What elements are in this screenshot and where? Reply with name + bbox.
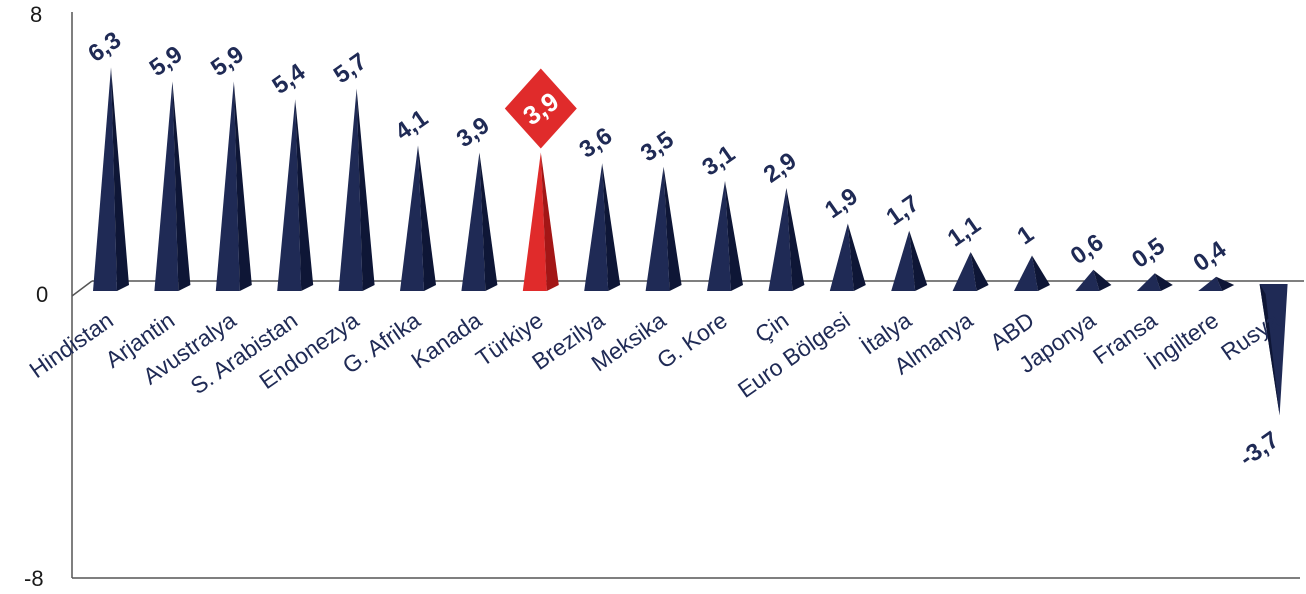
bar-side [479,152,498,291]
bar [93,67,117,291]
bar-side [1093,269,1112,291]
category-label: Hindistan [24,307,117,383]
bar-side [1216,276,1235,291]
bar-side [356,88,375,292]
bar [952,251,977,291]
value-label: 4,1 [390,105,433,146]
bar [338,88,363,292]
value-label: 5,9 [206,41,249,82]
value-label: 1,1 [943,211,986,252]
bar-side [847,223,866,291]
value-label: 1,9 [820,183,863,224]
value-label: 0,6 [1066,229,1109,270]
y-tick-label: 0 [36,282,48,307]
category-label: Euro Bölgesi [733,307,855,403]
bar [461,152,486,291]
category-label: G. Kore [652,307,732,374]
bar-side [1032,255,1050,291]
bar [400,145,424,291]
bar [1014,255,1038,291]
x-axis-line [71,280,93,297]
value-label: 1 [1012,220,1038,250]
bar-side [1154,273,1173,291]
value-label: 5,7 [329,48,372,89]
bar [829,223,854,291]
value-label: 3,5 [636,126,679,167]
bar-side [663,166,682,291]
bar-side [233,81,252,291]
bar [645,166,670,291]
bar [154,81,179,291]
value-label: 2,9 [759,147,802,188]
value-label: 3,9 [452,112,495,153]
bar [1198,276,1223,291]
bar-side [111,67,129,291]
y-tick-label: 8 [30,2,42,27]
bar-side [1259,284,1280,416]
bar-side [725,180,743,291]
bar-group: 1,9 Euro Bölgesi [733,183,866,403]
bar-side [540,152,559,291]
value-label: 0,5 [1127,232,1170,273]
bar [707,180,731,291]
bar-side [786,188,805,291]
bar [277,99,302,291]
y-tick-label: -8 [24,566,44,591]
value-label: 0,4 [1188,236,1231,278]
y-axis: 8 0 -8 [24,2,73,591]
bar [1136,273,1161,291]
bar-side [602,163,621,291]
bar [768,188,793,291]
value-label: 3,6 [574,122,617,163]
highlight-label-box [504,68,577,149]
bar-side [295,99,314,291]
value-label: 6,3 [83,27,126,68]
value-label: 5,9 [145,41,188,82]
bar-side [970,251,989,291]
bar-side [909,230,928,291]
bar-group: 6,3 Hindistan [24,27,129,383]
bar-side [418,145,436,291]
value-label: 5,4 [267,58,310,100]
chart-marks: 6,3Hindistan5,9Arjantin5,9Avustralya5,4S… [24,27,1288,472]
bar [1075,269,1100,291]
bar [584,163,609,291]
bar-side [172,81,191,291]
bar [522,152,547,291]
value-label: -3,7 [1235,426,1284,472]
category-label: Çin [750,307,793,348]
category-label: Kanada [406,307,486,374]
bar-group: 2,9 Çin [750,147,805,348]
value-label: 3,1 [697,140,740,181]
value-label: 1,7 [881,190,924,231]
bar [891,230,916,291]
bar [215,81,240,291]
